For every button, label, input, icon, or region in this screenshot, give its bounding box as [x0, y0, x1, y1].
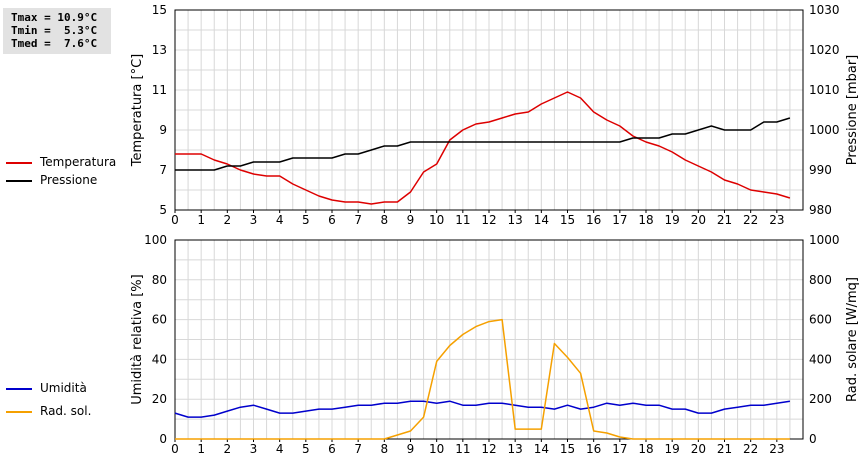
chart1-xtick-label: 3 [250, 213, 258, 227]
chart2-ytick-label: 20 [152, 392, 167, 406]
chart2-xtick-label: 1 [197, 442, 205, 456]
chart1-series-pressione [175, 117, 791, 171]
chart1-ytick-label: 5 [159, 203, 167, 217]
chart2-xtick-label: 14 [534, 442, 549, 456]
chart1-xtick-label: 23 [769, 213, 784, 227]
chart1-xtick-label: 12 [481, 213, 496, 227]
chart1-y2tick-label: 1030 [809, 3, 840, 17]
chart2-xtick-label: 15 [560, 442, 575, 456]
chart2-y2tick-label: 600 [809, 313, 832, 327]
chart1-xtick-label: 11 [455, 213, 470, 227]
chart2-xtick-label: 10 [429, 442, 444, 456]
legend-pressione-swatch [6, 179, 32, 182]
chart2-xtick-label: 23 [769, 442, 784, 456]
chart2-ylabel: Umidità relativa [%] [130, 274, 145, 404]
chart1-ytick-label: 11 [152, 83, 167, 97]
chart2-y2tick-label: 0 [809, 432, 817, 446]
chart1-xtick-label: 5 [302, 213, 310, 227]
chart2-xtick-label: 12 [481, 442, 496, 456]
chart2-xtick-label: 16 [586, 442, 601, 456]
chart2-y2tick-label: 800 [809, 273, 832, 287]
chart1-xtick-label: 15 [560, 213, 575, 227]
legend-umidita: Umidità [6, 381, 87, 395]
legend-radsol: Rad. sol. [6, 404, 91, 418]
chart1-y2label: Pressione [mbar] [845, 55, 860, 166]
chart1-xtick-label: 4 [276, 213, 284, 227]
chart2-xtick-label: 11 [455, 442, 470, 456]
chart2-ytick-label: 100 [144, 233, 167, 247]
chart2-series-rad-sol [175, 318, 790, 440]
chart1-xtick-label: 14 [534, 213, 549, 227]
chart1-y2tick-label: 1020 [809, 43, 840, 57]
chart2-xtick-label: 3 [250, 442, 258, 456]
chart2-xtick-label: 0 [171, 442, 179, 456]
chart2-y2label: Rad. solare [W/mq] [845, 277, 860, 402]
chart1-y2tick-label: 1000 [809, 123, 840, 137]
tmin-text: Tmin = 5.3°C [11, 24, 98, 37]
chart2-xtick-label: 8 [381, 442, 389, 456]
chart2-xtick-label: 18 [638, 442, 653, 456]
chart1-xtick-label: 18 [638, 213, 653, 227]
chart2-xtick-label: 7 [354, 442, 362, 456]
legend-temperatura-swatch [6, 161, 32, 164]
chart1-y2tick-label: 990 [809, 163, 832, 177]
chart1-xtick-label: 10 [429, 213, 444, 227]
chart1-xtick-label: 2 [224, 213, 232, 227]
chart2-y2tick-label: 400 [809, 352, 832, 366]
chart2-y2tick-label: 1000 [809, 233, 840, 247]
legend-umidita-label: Umidità [40, 381, 87, 395]
chart1-xtick-label: 6 [328, 213, 336, 227]
legend-radsol-label: Rad. sol. [40, 404, 92, 418]
chart1-xtick-label: 20 [691, 213, 706, 227]
legend-temperatura: Temperatura [6, 155, 116, 169]
legend-radsol-swatch [6, 410, 32, 413]
chart1-xtick-label: 7 [354, 213, 362, 227]
chart2-xtick-label: 21 [717, 442, 732, 456]
legend-umidita-swatch [6, 387, 32, 390]
tmed-text: Tmed = 7.6°C [11, 37, 98, 50]
chart2-series-umidit [174, 400, 791, 418]
chart2-xtick-label: 2 [224, 442, 232, 456]
chart2-xtick-label: 4 [276, 442, 284, 456]
chart2-ytick-label: 60 [152, 313, 167, 327]
legend-pressione: Pressione [6, 173, 97, 187]
chart2-xtick-label: 20 [691, 442, 706, 456]
chart2-xtick-label: 19 [665, 442, 680, 456]
tmax-text: Tmax = 10.9°C [11, 11, 98, 24]
chart1-ytick-label: 13 [152, 43, 167, 57]
chart2-ytick-label: 40 [152, 352, 167, 366]
chart2-ytick-label: 0 [159, 432, 167, 446]
chart1-series-temperatura [175, 91, 791, 205]
chart2-xtick-label: 13 [508, 442, 523, 456]
chart1-xtick-label: 1 [197, 213, 205, 227]
chart2-xtick-label: 17 [612, 442, 627, 456]
chart1-xtick-label: 17 [612, 213, 627, 227]
chart1-y2tick-label: 1010 [809, 83, 840, 97]
chart1-xtick-label: 22 [743, 213, 758, 227]
legend-temperatura-label: Temperatura [40, 155, 117, 169]
legend-pressione-label: Pressione [40, 173, 98, 187]
chart1-xtick-label: 13 [508, 213, 523, 227]
chart1-xtick-label: 8 [381, 213, 389, 227]
chart2-xtick-label: 9 [407, 442, 415, 456]
chart1-ytick-label: 7 [159, 163, 167, 177]
chart1-xtick-label: 21 [717, 213, 732, 227]
chart1-ytick-label: 15 [152, 3, 167, 17]
chart2-y2tick-label: 200 [809, 392, 832, 406]
chart2-ytick-label: 80 [152, 273, 167, 287]
chart2-xtick-label: 6 [328, 442, 336, 456]
chart2-xtick-label: 22 [743, 442, 758, 456]
chart1-xtick-label: 16 [586, 213, 601, 227]
chart1-xtick-label: 0 [171, 213, 179, 227]
chart1-xtick-label: 9 [407, 213, 415, 227]
chart1-ytick-label: 9 [159, 123, 167, 137]
chart1-xtick-label: 19 [665, 213, 680, 227]
stats-box: Tmax = 10.9°C Tmin = 5.3°C Tmed = 7.6°C [3, 8, 111, 54]
chart1-y2tick-label: 980 [809, 203, 832, 217]
chart2-xtick-label: 5 [302, 442, 310, 456]
chart1-ylabel: Temperatura [°C] [130, 54, 145, 167]
